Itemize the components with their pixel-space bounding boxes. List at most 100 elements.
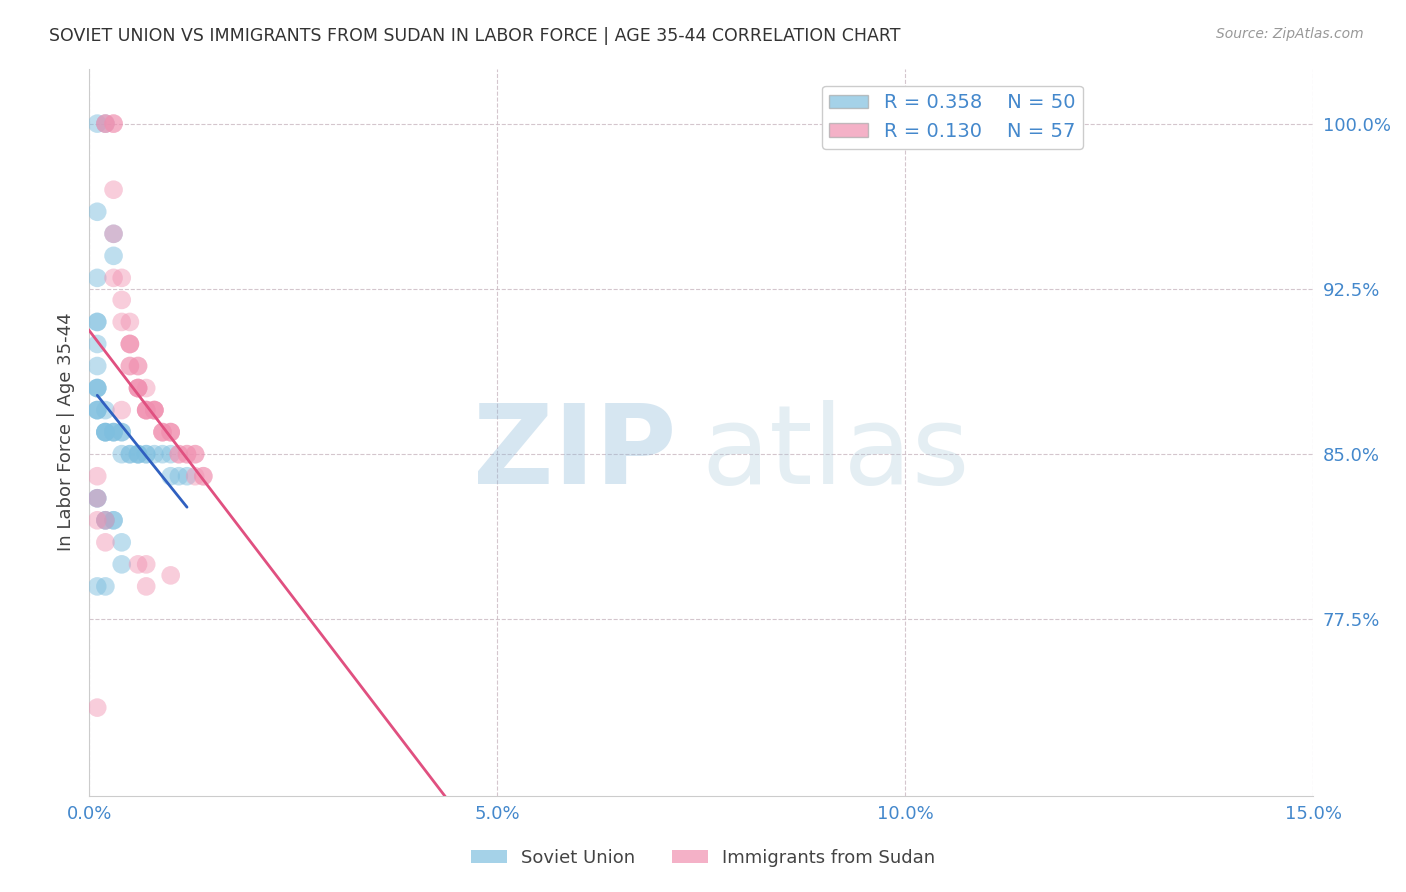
Point	[86, 579, 108, 593]
Point	[86, 117, 108, 131]
Point	[86, 381, 108, 395]
Point	[94, 117, 117, 131]
Text: Source: ZipAtlas.com: Source: ZipAtlas.com	[1216, 27, 1364, 41]
Point	[118, 337, 141, 351]
Point	[193, 469, 215, 483]
Point	[184, 447, 207, 461]
Point	[167, 447, 190, 461]
Point	[111, 535, 134, 549]
Point	[193, 469, 215, 483]
Point	[143, 403, 166, 417]
Point	[94, 579, 117, 593]
Point	[184, 447, 207, 461]
Point	[111, 271, 134, 285]
Point	[159, 425, 181, 439]
Point	[118, 447, 141, 461]
Point	[135, 447, 157, 461]
Point	[118, 447, 141, 461]
Point	[103, 271, 125, 285]
Point	[86, 491, 108, 506]
Point	[118, 359, 141, 373]
Point	[86, 491, 108, 506]
Point	[111, 425, 134, 439]
Point	[143, 403, 166, 417]
Point	[103, 425, 125, 439]
Point	[143, 403, 166, 417]
Point	[86, 359, 108, 373]
Point	[94, 425, 117, 439]
Point	[127, 381, 149, 395]
Point	[135, 381, 157, 395]
Point	[159, 568, 181, 582]
Point	[103, 249, 125, 263]
Point	[86, 403, 108, 417]
Point	[103, 183, 125, 197]
Point	[127, 359, 149, 373]
Point	[103, 117, 125, 131]
Text: atlas: atlas	[702, 401, 970, 508]
Point	[127, 359, 149, 373]
Point	[143, 447, 166, 461]
Point	[103, 513, 125, 527]
Point	[86, 469, 108, 483]
Point	[86, 315, 108, 329]
Point	[176, 447, 198, 461]
Y-axis label: In Labor Force | Age 35-44: In Labor Force | Age 35-44	[58, 313, 75, 551]
Legend: R = 0.358    N = 50, R = 0.130    N = 57: R = 0.358 N = 50, R = 0.130 N = 57	[821, 86, 1083, 149]
Point	[167, 447, 190, 461]
Legend: Soviet Union, Immigrants from Sudan: Soviet Union, Immigrants from Sudan	[464, 842, 942, 874]
Point	[103, 513, 125, 527]
Point	[135, 403, 157, 417]
Point	[103, 227, 125, 241]
Point	[86, 491, 108, 506]
Point	[135, 579, 157, 593]
Point	[184, 469, 207, 483]
Point	[94, 513, 117, 527]
Point	[176, 447, 198, 461]
Text: ZIP: ZIP	[474, 401, 676, 508]
Point	[111, 447, 134, 461]
Point	[127, 447, 149, 461]
Point	[111, 315, 134, 329]
Point	[135, 403, 157, 417]
Point	[176, 469, 198, 483]
Point	[167, 469, 190, 483]
Point	[152, 447, 174, 461]
Point	[111, 293, 134, 307]
Point	[135, 558, 157, 572]
Point	[127, 381, 149, 395]
Point	[103, 117, 125, 131]
Point	[94, 425, 117, 439]
Point	[111, 558, 134, 572]
Point	[118, 337, 141, 351]
Point	[159, 425, 181, 439]
Text: SOVIET UNION VS IMMIGRANTS FROM SUDAN IN LABOR FORCE | AGE 35-44 CORRELATION CHA: SOVIET UNION VS IMMIGRANTS FROM SUDAN IN…	[49, 27, 901, 45]
Point	[94, 117, 117, 131]
Point	[86, 700, 108, 714]
Point	[111, 425, 134, 439]
Point	[86, 315, 108, 329]
Point	[86, 381, 108, 395]
Point	[118, 315, 141, 329]
Point	[143, 403, 166, 417]
Point	[94, 513, 117, 527]
Point	[111, 403, 134, 417]
Point	[103, 425, 125, 439]
Point	[152, 425, 174, 439]
Point	[152, 425, 174, 439]
Point	[127, 381, 149, 395]
Point	[103, 227, 125, 241]
Point	[94, 117, 117, 131]
Point	[159, 425, 181, 439]
Point	[135, 403, 157, 417]
Point	[135, 403, 157, 417]
Point	[118, 359, 141, 373]
Point	[94, 513, 117, 527]
Point	[94, 403, 117, 417]
Point	[86, 204, 108, 219]
Point	[135, 447, 157, 461]
Point	[127, 447, 149, 461]
Point	[159, 447, 181, 461]
Point	[94, 425, 117, 439]
Point	[127, 558, 149, 572]
